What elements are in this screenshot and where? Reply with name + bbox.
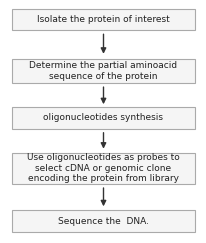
Text: Sequence the  DNA.: Sequence the DNA. [58,217,148,226]
FancyBboxPatch shape [12,107,194,129]
Text: Use oligonucleotides as probes to
select cDNA or genomic clone
encoding the prot: Use oligonucleotides as probes to select… [27,153,179,183]
Text: Isolate the protein of interest: Isolate the protein of interest [37,15,169,24]
Text: Determine the partial aminoacid
sequence of the protein: Determine the partial aminoacid sequence… [29,61,177,81]
FancyBboxPatch shape [12,210,194,232]
Text: oligonucleotides synthesis: oligonucleotides synthesis [43,113,163,122]
FancyBboxPatch shape [12,153,194,184]
FancyBboxPatch shape [12,59,194,83]
FancyBboxPatch shape [12,9,194,30]
